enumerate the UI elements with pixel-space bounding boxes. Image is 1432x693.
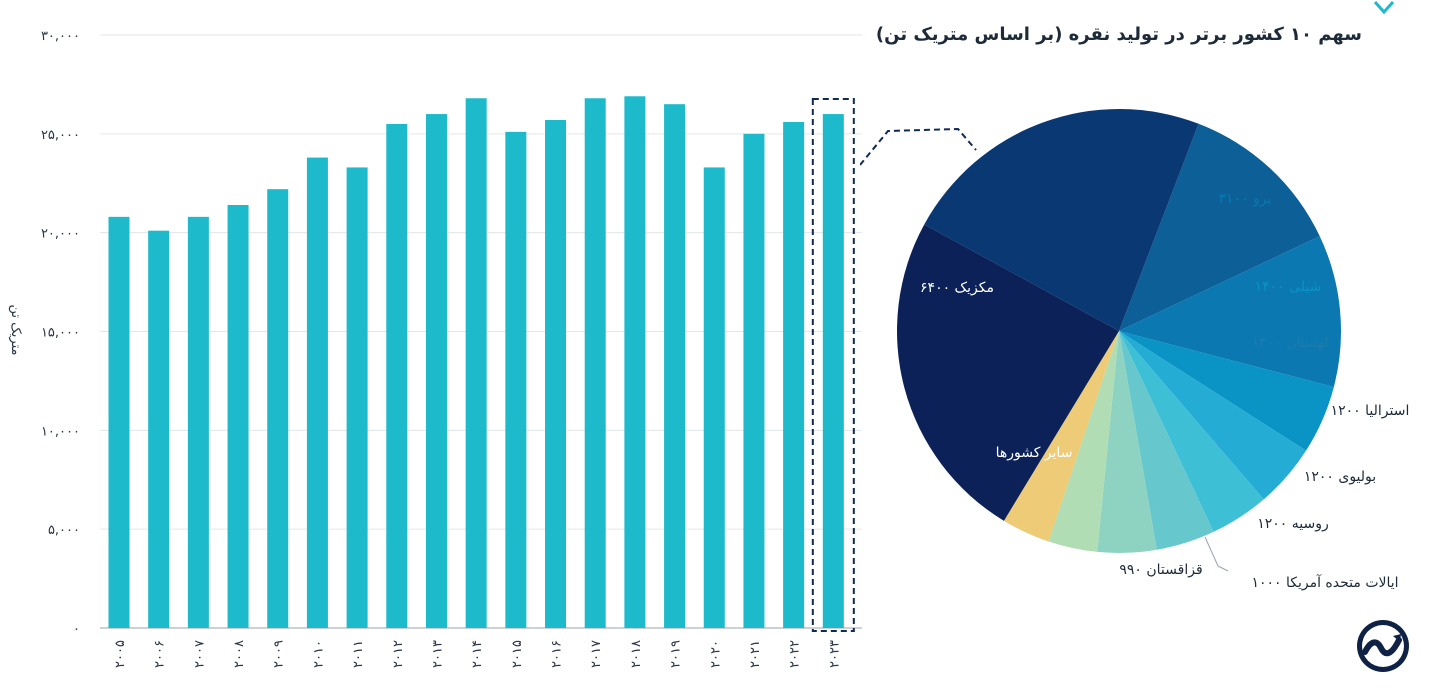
x-tick-label: ۲۰۰۶ <box>153 640 168 668</box>
x-tick-label: ۲۰۲۳ <box>827 640 842 668</box>
x-tick-label: ۲۰۱۵ <box>510 640 525 668</box>
bar <box>703 167 725 629</box>
y-tick-label: ۱۵,۰۰۰ <box>41 326 80 341</box>
slice-label: قزاقستان ۹۹۰ <box>1119 562 1202 578</box>
pie-slice <box>1119 331 1214 550</box>
bar <box>743 133 765 629</box>
x-tick-label: ۲۰۰۵ <box>113 640 128 668</box>
bar <box>148 230 170 628</box>
y-tick-label: ۳۰,۰۰۰ <box>41 29 80 44</box>
y-tick-label: ۵,۰۰۰ <box>48 523 80 538</box>
x-tick-label: ۲۰۲۰ <box>708 640 723 668</box>
y-tick-label: ۲۵,۰۰۰ <box>41 128 80 143</box>
y-axis-label: متریک تن <box>8 305 23 356</box>
bar <box>267 189 289 628</box>
pie-chart-title: سهم ۱۰ کشور برتر در تولید نقره (بر اساس … <box>875 24 1362 45</box>
bar <box>108 216 130 628</box>
x-tick-label: ۲۰۱۰ <box>311 640 326 668</box>
bar <box>187 216 209 628</box>
highlight-box <box>811 98 855 632</box>
bar <box>624 96 646 628</box>
y-tick-label: ۰ <box>73 622 80 637</box>
y-tick-label: ۱۰,۰۰۰ <box>41 424 80 439</box>
pie-slice <box>1048 331 1119 552</box>
pie-slice <box>1119 236 1341 387</box>
highlight-connector <box>860 127 977 166</box>
bar <box>346 167 368 629</box>
slice-label: سایر کشورها <box>996 445 1073 461</box>
bar <box>822 114 844 629</box>
slice-label: پرو ۳۱۰۰ <box>1219 191 1272 207</box>
slice-label: لهستان ۱۳۰۰ <box>1252 335 1329 351</box>
pie-slice <box>897 224 1119 521</box>
x-tick-label: ۲۰۱۳ <box>430 640 445 668</box>
x-tick-label: ۲۰۱۶ <box>550 640 565 668</box>
bar <box>664 104 686 628</box>
bar <box>505 131 527 628</box>
leader-line <box>1204 536 1229 572</box>
bar <box>465 98 487 628</box>
y-tick-label: ۲۰,۰۰۰ <box>41 227 80 242</box>
x-tick-label: ۲۰۱۹ <box>669 640 684 668</box>
pie-slice <box>1119 123 1320 331</box>
x-tick-label: ۲۰۰۹ <box>272 640 287 668</box>
bar <box>425 114 447 629</box>
x-tick-label: ۲۰۱۲ <box>391 640 406 668</box>
x-tick-label: ۲۰۲۲ <box>788 640 803 668</box>
slice-label: شیلی ۱۴۰۰ <box>1255 279 1322 295</box>
bar <box>783 121 805 629</box>
bar <box>227 204 249 628</box>
x-tick-label: ۲۰۲۱ <box>748 640 763 668</box>
bar <box>386 123 408 628</box>
pie-slice <box>1119 331 1264 532</box>
slice-label: استرالیا ۱۲۰۰ <box>1331 403 1410 419</box>
bar <box>545 119 567 628</box>
x-tick-label: ۲۰۰۸ <box>232 640 247 668</box>
slice-label: مکزیک ۶۴۰۰ <box>920 280 994 296</box>
x-tick-label: ۲۰۱۴ <box>470 640 485 668</box>
pie-slice <box>1003 331 1119 542</box>
pie-slice <box>1119 331 1334 451</box>
pie-slice <box>1119 331 1307 500</box>
pie-slice <box>1097 331 1157 553</box>
x-tick-label: ۲۰۱۸ <box>629 640 644 668</box>
x-tick-label: ۲۰۰۷ <box>192 640 207 668</box>
x-tick-label: ۲۰۱۱ <box>351 640 366 668</box>
x-tick-label: ۲۰۱۷ <box>589 640 604 668</box>
bar <box>306 157 328 628</box>
brand-logo-icon <box>1357 620 1409 672</box>
bar-chart: ۰ ۵,۰۰۰ ۱۰,۰۰۰ ۱۵,۰۰۰ ۲۰,۰۰۰ ۲۵,۰۰۰ ۳۰,۰۰۰ متری… <box>8 29 862 668</box>
slice-label: بولیوی ۱۲۰۰ <box>1304 469 1376 485</box>
slice-label: ایالات متحده آمریکا ۱۰۰۰ <box>1251 574 1398 591</box>
brand-mark-icon <box>1373 0 1395 15</box>
pie-slice <box>924 108 1199 331</box>
bar <box>584 98 606 628</box>
slice-label: روسیه ۱۲۰۰ <box>1257 516 1329 532</box>
